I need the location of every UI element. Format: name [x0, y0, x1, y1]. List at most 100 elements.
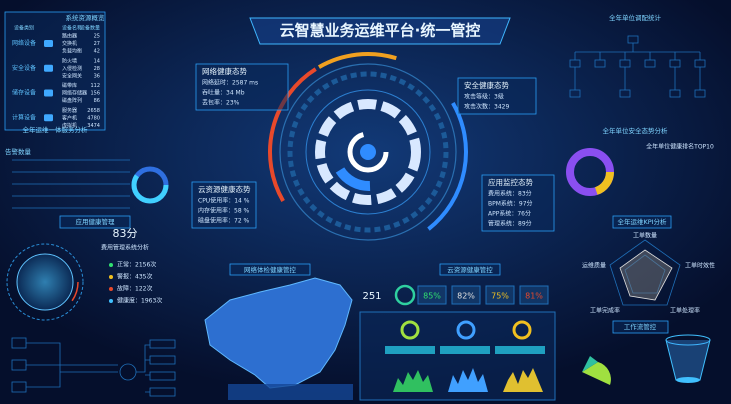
- map-legend: [228, 384, 353, 400]
- title-frame: [249, 17, 511, 45]
- item-name: 路由器: [62, 33, 77, 40]
- gauge-box: [451, 285, 481, 305]
- group-label: 网络设备: [12, 39, 36, 47]
- item-name: 客户机: [62, 114, 77, 121]
- security-donut: [566, 148, 614, 196]
- item-count: 25: [94, 34, 100, 40]
- panel-title: 全年单位健康排名TOP10: [646, 143, 714, 151]
- panel-title: 系统资源概览: [66, 13, 106, 22]
- gauge-box: [519, 285, 549, 305]
- gauge-value: 82%: [457, 292, 475, 301]
- item-count: 28: [94, 66, 100, 72]
- box-item: 费用系统：83分: [488, 190, 532, 198]
- panel-title: 告警数量: [5, 147, 32, 156]
- gauge-box: [417, 285, 447, 305]
- gauge-value: 85%: [423, 292, 441, 301]
- box-item: 磁盘使用率：72 %: [198, 217, 250, 225]
- score: 83分: [113, 227, 138, 240]
- group-icon: [44, 64, 53, 72]
- box-item: 管理系统：89分: [488, 220, 532, 228]
- status-box: [457, 77, 537, 115]
- box-item: BPM系统：97分: [488, 200, 533, 208]
- item-name: 交换机: [62, 40, 77, 47]
- gauge-value: 81%: [525, 292, 543, 301]
- item-count: 86: [94, 98, 100, 104]
- status-item: 健康度：1963次: [117, 297, 162, 305]
- box-item: 丢包率：23%: [202, 99, 240, 107]
- group-label: 计算设备: [12, 113, 36, 121]
- group-icon: [44, 114, 53, 122]
- title-tab: [439, 263, 501, 276]
- status-item: 警报：435次: [117, 273, 152, 281]
- item-name: 服务器: [62, 107, 77, 114]
- status-box: [481, 174, 555, 232]
- item-count: 3474: [87, 123, 100, 129]
- item-name: 磁带库: [62, 82, 77, 89]
- item-name: 负载均衡: [62, 48, 82, 55]
- panel-title: 全年单位安全态势分析: [603, 126, 669, 135]
- status-dot: [109, 263, 113, 267]
- center-rings: [268, 52, 469, 253]
- panel-title: 全年运维KPI分析: [617, 217, 667, 226]
- radar: [609, 239, 681, 306]
- group-icon: [44, 40, 53, 47]
- panel-title: 网络体检健康管控: [244, 265, 297, 274]
- box-title: 网络健康态势: [202, 66, 247, 76]
- title-tab: [612, 320, 669, 334]
- map-shape: [204, 277, 353, 389]
- box-title: 云资源健康态势: [198, 184, 251, 194]
- globe: [6, 243, 84, 321]
- box-item: 内存使用率：58 %: [198, 207, 250, 215]
- status-item: 故障：122次: [117, 285, 152, 293]
- status-box: [191, 181, 257, 229]
- box-item: CPU使用率：14 %: [198, 197, 250, 205]
- axis-label: 工单时效性: [685, 262, 715, 270]
- title-tab: [229, 263, 311, 276]
- box-item: 攻击次数：3429: [464, 103, 509, 111]
- panel-title: 应用健康管理: [76, 217, 116, 226]
- item-name: 虚拟机: [62, 122, 77, 129]
- box-item: 网络延时：2587 ms: [202, 79, 258, 87]
- gauge-ring: [394, 284, 416, 306]
- column-header: 设备数量: [80, 25, 100, 32]
- axis-label: 工单数量: [633, 232, 657, 240]
- gauge-box: [485, 285, 515, 305]
- flow-diagram: [11, 337, 176, 397]
- group-icon: [44, 89, 53, 97]
- item-name: 入侵检测: [62, 65, 82, 72]
- resources-panel: [4, 11, 106, 131]
- item-count: 4780: [87, 115, 100, 121]
- status-dot: [109, 275, 113, 279]
- item-count: 42: [94, 49, 100, 55]
- item-name: 磁盘阵列: [62, 97, 82, 104]
- status-item: 正常：2156次: [117, 261, 156, 269]
- item-count: 14: [94, 58, 100, 64]
- title-tab: [612, 215, 672, 229]
- item-name: 防火墙: [62, 57, 77, 64]
- item-count: 27: [94, 41, 100, 47]
- group-label: 安全设备: [12, 64, 36, 72]
- alarm-chart: [12, 159, 169, 209]
- item-count: 2658: [87, 108, 100, 114]
- box-item: 吞吐量：34 Mb: [202, 89, 245, 97]
- group-label: 储存设备: [12, 89, 36, 97]
- status-dot: [109, 287, 113, 291]
- panel-title: 工作流管控: [624, 322, 657, 331]
- panel-title: 云资源健康管控: [447, 265, 493, 274]
- subtitle: 费用管理系统分析: [101, 244, 149, 252]
- item-name: 网络存储器: [62, 90, 87, 97]
- title-tab: [59, 215, 131, 229]
- workflow-charts: [582, 334, 711, 385]
- item-count: 36: [94, 73, 100, 79]
- page-title: 云智慧业务运维平台·统一管控: [280, 22, 481, 40]
- cloud-charts: [359, 311, 556, 401]
- box-title: 应用监控态势: [488, 177, 533, 187]
- panel-title: 全年单位调配统计: [609, 13, 662, 22]
- item-count: 112: [90, 83, 100, 89]
- topology-diagram: [569, 35, 706, 98]
- item-count: 156: [90, 91, 100, 97]
- column-header: 设备类别: [14, 25, 34, 32]
- box-item: 攻击等级：3级: [464, 93, 504, 101]
- axis-label: 运维质量: [582, 262, 606, 270]
